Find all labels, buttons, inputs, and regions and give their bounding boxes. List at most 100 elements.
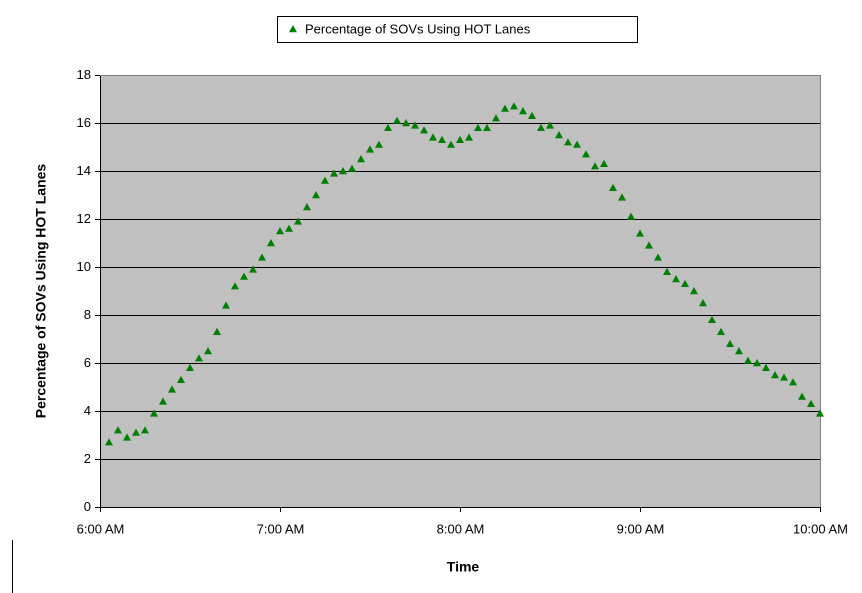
marker: [402, 119, 410, 127]
marker: [474, 123, 482, 131]
y-tick-label: 16: [77, 115, 91, 130]
y-tick-label: 14: [77, 163, 91, 178]
marker: [384, 123, 392, 131]
marker: [726, 339, 734, 347]
marker: [411, 121, 419, 129]
marker: [438, 135, 446, 143]
marker: [816, 409, 824, 417]
marker: [213, 327, 221, 335]
marker: [564, 138, 572, 146]
marker: [456, 135, 464, 143]
marker: [501, 104, 509, 112]
marker: [663, 267, 671, 275]
x-tick-label: 8:00 AM: [437, 521, 485, 536]
marker: [681, 279, 689, 287]
marker: [762, 363, 770, 371]
marker: [294, 217, 302, 225]
marker: [141, 426, 149, 434]
marker: [600, 159, 608, 167]
marker: [240, 272, 248, 280]
marker: [807, 399, 815, 407]
marker: [573, 140, 581, 148]
y-tick-label: 12: [77, 211, 91, 226]
marker: [330, 169, 338, 177]
marker: [537, 123, 545, 131]
marker: [519, 107, 527, 115]
marker: [114, 426, 122, 434]
x-axis-title: Time: [447, 559, 480, 575]
marker: [483, 123, 491, 131]
y-tick-label: 4: [84, 403, 91, 418]
marker: [276, 227, 284, 235]
x-tick-label: 9:00 AM: [617, 521, 665, 536]
marker: [348, 164, 356, 172]
marker: [618, 193, 626, 201]
marker: [393, 116, 401, 124]
marker: [177, 375, 185, 383]
marker: [195, 354, 203, 362]
marker: [321, 176, 329, 184]
marker: [465, 133, 473, 141]
x-tick-label: 10:00 AM: [793, 521, 848, 536]
marker: [339, 167, 347, 175]
marker: [159, 397, 167, 405]
marker: [699, 299, 707, 307]
marker: [645, 241, 653, 249]
marker: [168, 385, 176, 393]
y-tick-label: 2: [84, 451, 91, 466]
marker: [708, 315, 716, 323]
marker: [735, 347, 743, 355]
marker: [492, 114, 500, 122]
marker: [690, 287, 698, 295]
marker: [123, 433, 131, 441]
marker: [744, 356, 752, 364]
y-tick-label: 18: [77, 67, 91, 82]
marker: [231, 282, 239, 290]
marker: [582, 150, 590, 158]
x-tick-label: 6:00 AM: [77, 521, 125, 536]
marker: [357, 155, 365, 163]
marker: [528, 111, 536, 119]
plot-area: [100, 75, 820, 507]
y-tick-label: 0: [84, 499, 91, 514]
marker: [780, 373, 788, 381]
marker: [510, 102, 518, 110]
marker: [654, 253, 662, 261]
marker: [636, 229, 644, 237]
x-tick-label: 7:00 AM: [257, 521, 305, 536]
marker: [258, 253, 266, 261]
marker: [303, 203, 311, 211]
marker: [150, 409, 158, 417]
marker: [267, 239, 275, 247]
marker: [222, 301, 230, 309]
legend-label: Percentage of SOVs Using HOT Lanes: [305, 21, 531, 36]
y-axis-title: Percentage of SOVs Using HOT Lanes: [33, 164, 49, 419]
marker: [609, 183, 617, 191]
y-tick-label: 8: [84, 307, 91, 322]
marker: [753, 359, 761, 367]
marker: [312, 191, 320, 199]
y-tick-label: 6: [84, 355, 91, 370]
legend-marker: [289, 25, 297, 33]
marker: [375, 140, 383, 148]
marker: [132, 428, 140, 436]
y-tick-label: 10: [77, 259, 91, 274]
legend-box: [277, 16, 638, 43]
marker: [789, 378, 797, 386]
marker: [546, 121, 554, 129]
marker: [627, 212, 635, 220]
marker: [429, 133, 437, 141]
marker: [105, 438, 113, 446]
marker: [366, 145, 374, 153]
marker: [249, 265, 257, 273]
marker: [186, 363, 194, 371]
marker: [672, 275, 680, 283]
marker: [420, 126, 428, 134]
marker: [591, 162, 599, 170]
marker: [771, 371, 779, 379]
marker: [717, 327, 725, 335]
marker: [555, 131, 563, 139]
marker: [285, 224, 293, 232]
